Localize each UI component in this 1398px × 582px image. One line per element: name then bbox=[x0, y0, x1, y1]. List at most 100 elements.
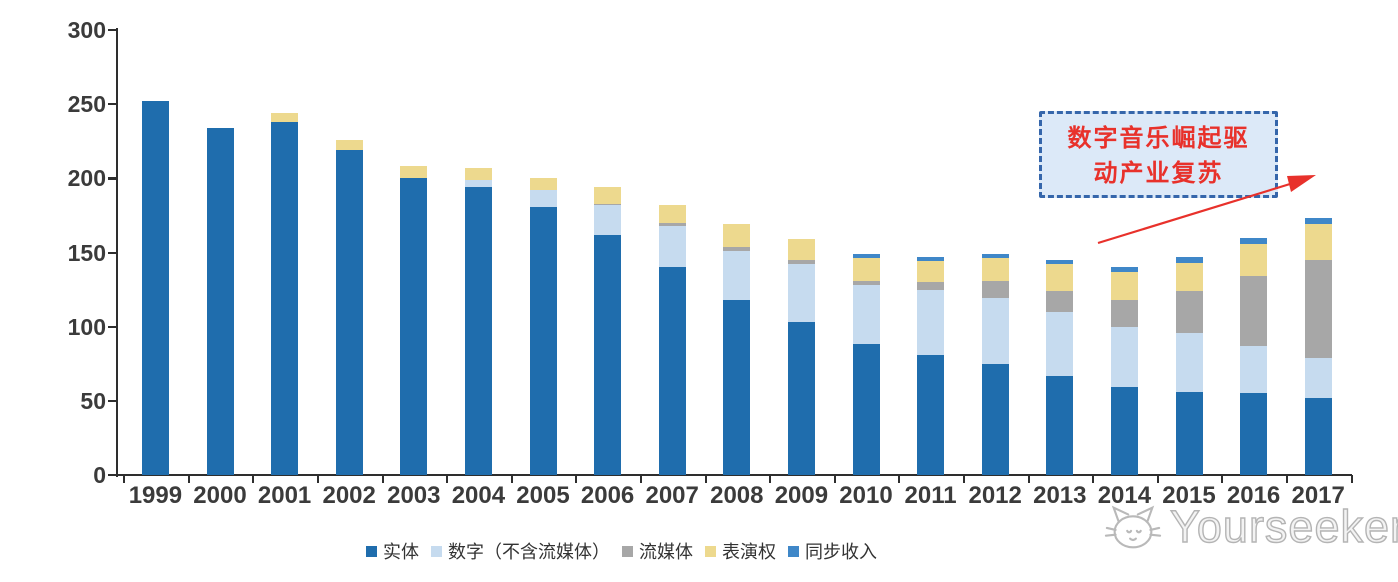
bar-segment-数字（不含流媒体） bbox=[1304, 357, 1332, 398]
bar-segment-实体 bbox=[206, 127, 234, 475]
legend-swatch-icon bbox=[431, 545, 442, 557]
x-axis-tick bbox=[1350, 475, 1353, 483]
legend-swatch-icon bbox=[622, 545, 633, 557]
bar-segment-实体 bbox=[400, 178, 428, 475]
bar-segment-实体 bbox=[981, 363, 1009, 475]
x-axis-label: 2007 bbox=[645, 482, 699, 509]
bar-segment-表演权 bbox=[1046, 264, 1074, 292]
x-axis-tick bbox=[833, 475, 836, 483]
bar-segment-流媒体 bbox=[1046, 291, 1074, 312]
bar-segment-流媒体 bbox=[594, 203, 622, 206]
x-axis-label: 2006 bbox=[580, 482, 635, 509]
bar-segment-实体 bbox=[1304, 397, 1332, 475]
x-axis-label: 2009 bbox=[774, 482, 829, 509]
bar-segment-同步收入 bbox=[1110, 267, 1138, 272]
x-axis-label: 2017 bbox=[1291, 482, 1345, 509]
legend-label: 表演权 bbox=[722, 542, 776, 562]
bar-segment-数字（不含流媒体） bbox=[464, 179, 492, 188]
legend-item-流媒体: 流媒体 bbox=[622, 538, 693, 564]
bar-segment-表演权 bbox=[1175, 262, 1203, 292]
yourseeker-cat-logo-icon bbox=[1104, 505, 1162, 549]
bar-segment-流媒体 bbox=[852, 280, 880, 286]
bar-segment-实体 bbox=[1175, 391, 1203, 475]
bar-segment-实体 bbox=[271, 121, 299, 475]
bar-segment-表演权 bbox=[787, 239, 815, 260]
y-axis-label: 150 bbox=[67, 239, 106, 266]
bar-segment-表演权 bbox=[1240, 243, 1268, 277]
annotation-line2: 动产业复苏 bbox=[1093, 160, 1224, 187]
x-axis-line bbox=[116, 474, 1352, 477]
bar-segment-数字（不含流媒体） bbox=[594, 205, 622, 235]
y-axis-label: 0 bbox=[93, 462, 106, 488]
y-axis-label: 300 bbox=[67, 17, 106, 43]
bar-segment-流媒体 bbox=[981, 280, 1009, 299]
x-axis-label: 2015 bbox=[1162, 482, 1216, 509]
bar-segment-实体 bbox=[787, 322, 815, 475]
legend-label: 实体 bbox=[383, 542, 419, 562]
x-axis-tick bbox=[252, 475, 255, 483]
bar-segment-数字（不含流媒体） bbox=[981, 298, 1009, 364]
x-axis-tick bbox=[123, 475, 126, 483]
x-axis-tick bbox=[1285, 475, 1289, 483]
bar-segment-数字（不含流媒体） bbox=[1240, 345, 1268, 394]
watermark-text: Yourseeker bbox=[1169, 500, 1398, 552]
bar-segment-同步收入 bbox=[917, 256, 945, 262]
bar-segment-同步收入 bbox=[981, 253, 1009, 259]
bar-segment-流媒体 bbox=[1175, 291, 1203, 333]
bar-segment-数字（不含流媒体） bbox=[1175, 332, 1203, 392]
bar-segment-数字（不含流媒体） bbox=[723, 251, 751, 300]
legend-item-实体: 实体 bbox=[366, 538, 419, 564]
bar-segment-实体 bbox=[529, 206, 557, 475]
x-axis-tick bbox=[639, 475, 643, 483]
x-axis-label: 1999 bbox=[128, 482, 183, 509]
x-axis-tick bbox=[510, 475, 513, 483]
bar-segment-实体 bbox=[464, 187, 492, 475]
bar-segment-表演权 bbox=[1110, 271, 1138, 300]
x-axis-tick bbox=[381, 475, 384, 483]
bar-segment-数字（不含流媒体） bbox=[852, 285, 880, 345]
annotation-line1: 数字音乐崛起驱 bbox=[1067, 125, 1250, 152]
x-axis-label: 2008 bbox=[710, 482, 764, 509]
bar-segment-数字（不含流媒体） bbox=[658, 225, 686, 268]
x-axis-tick bbox=[316, 475, 320, 483]
x-axis-tick bbox=[187, 475, 190, 483]
bar-segment-流媒体 bbox=[917, 282, 945, 290]
x-axis-label: 2002 bbox=[322, 482, 376, 509]
x-axis-tick bbox=[1156, 475, 1159, 483]
legend-label: 同步收入 bbox=[805, 542, 877, 562]
x-axis-tick bbox=[575, 475, 578, 483]
annotation-callout: 数字音乐崛起驱 动产业复苏 bbox=[1039, 111, 1278, 198]
bar-segment-流媒体 bbox=[1110, 299, 1138, 327]
y-axis-tick bbox=[108, 325, 116, 328]
bar-segment-表演权 bbox=[594, 187, 622, 204]
bar-segment-实体 bbox=[852, 344, 880, 475]
x-axis-tick bbox=[1221, 475, 1224, 483]
x-axis-label: 2000 bbox=[193, 482, 247, 509]
x-axis-label: 2010 bbox=[839, 482, 893, 509]
bar-segment-表演权 bbox=[1304, 224, 1332, 260]
y-axis-label: 100 bbox=[67, 313, 106, 340]
bar-segment-表演权 bbox=[852, 258, 880, 281]
y-axis-tick bbox=[108, 103, 116, 106]
bar-segment-实体 bbox=[1240, 393, 1268, 475]
x-axis-label: 2004 bbox=[451, 482, 506, 509]
bar-segment-表演权 bbox=[981, 258, 1009, 281]
bar-segment-表演权 bbox=[271, 113, 299, 122]
bar-segment-表演权 bbox=[917, 261, 945, 283]
bar-segment-流媒体 bbox=[1240, 276, 1268, 346]
bar-segment-同步收入 bbox=[852, 253, 880, 259]
x-axis-tick bbox=[704, 475, 707, 483]
bar-segment-数字（不含流媒体） bbox=[787, 264, 815, 323]
bar-segment-数字（不含流媒体） bbox=[529, 190, 557, 207]
legend-item-表演权: 表演权 bbox=[705, 538, 776, 564]
bar-segment-表演权 bbox=[723, 224, 751, 247]
y-axis-label: 50 bbox=[80, 387, 106, 414]
bar-segment-表演权 bbox=[658, 205, 686, 223]
legend-item-同步收入: 同步收入 bbox=[788, 538, 877, 564]
x-axis-tick bbox=[446, 475, 449, 483]
bar-segment-数字（不含流媒体） bbox=[917, 289, 945, 355]
legend-item-数字（不含流媒体）: 数字（不含流媒体） bbox=[431, 538, 610, 564]
y-axis-tick bbox=[108, 29, 116, 32]
bar-segment-流媒体 bbox=[1304, 259, 1332, 358]
